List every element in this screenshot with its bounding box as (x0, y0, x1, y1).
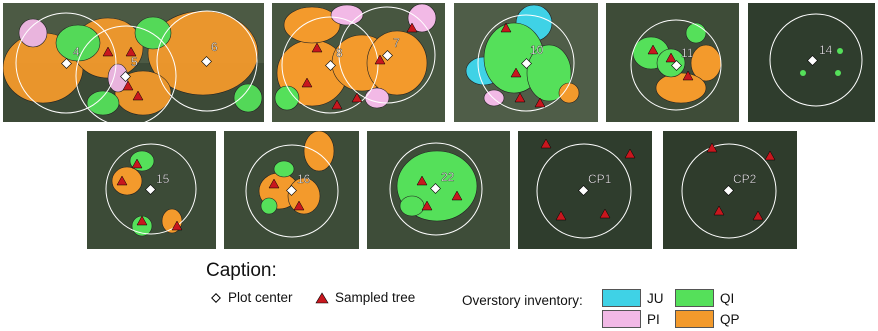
legend-sampled-tree-label: Sampled tree (335, 290, 416, 305)
panel-plot-22: 22 (367, 131, 510, 249)
diamond-icon (211, 292, 221, 303)
plot-label-15: 15 (156, 172, 170, 186)
species-qi-label: QI (720, 290, 735, 306)
plot-label-10: 10 (530, 43, 544, 57)
plot-label-4: 4 (73, 45, 80, 59)
swatch-pi (602, 310, 641, 328)
panel-plot-cp1: CP1 (518, 131, 652, 249)
legend-species-ju: JU (602, 289, 664, 307)
species-qp-label: QP (720, 311, 740, 327)
caption-title: Caption: (206, 260, 277, 281)
panel-plot-14: 14 (748, 3, 875, 122)
panel-plot-11: 11 (606, 3, 739, 122)
legend-species-pi: PI (602, 310, 660, 328)
plot-label-22: 22 (441, 170, 455, 184)
plot-label-cp1: CP1 (588, 172, 612, 186)
panel-plots-8-7: 8 7 (272, 3, 445, 122)
plot-label-6: 6 (211, 40, 218, 54)
legend-overstory-title: Overstory inventory: (462, 293, 583, 308)
legend-plot-center: Plot center (210, 290, 293, 305)
species-ju-label: JU (647, 290, 664, 306)
legend-species-qp: QP (675, 310, 740, 328)
swatch-qi (675, 289, 714, 307)
panel-plot-15: 15 (87, 131, 216, 249)
panel-plots-4-5-6: 4 5 6 (3, 3, 264, 122)
plot-label-7: 7 (393, 36, 400, 50)
swatch-ju (602, 289, 641, 307)
plot-label-8: 8 (336, 46, 343, 60)
triangle-icon (315, 291, 329, 303)
plot-label-14: 14 (819, 43, 833, 57)
plot-label-11: 11 (681, 46, 694, 60)
legend-sampled-tree: Sampled tree (315, 290, 415, 305)
plot-label-cp2: CP2 (733, 172, 757, 186)
plot-label-16: 16 (297, 172, 311, 186)
panel-plot-16: 16 (224, 131, 359, 249)
species-pi-label: PI (647, 311, 660, 327)
legend-species-qi: QI (675, 289, 734, 307)
plot-label-5: 5 (131, 55, 138, 69)
swatch-qp (675, 310, 714, 328)
legend-plot-center-label: Plot center (228, 290, 293, 305)
panel-plot-cp2: CP2 (663, 131, 797, 249)
legend-overstory-label: Overstory inventory: (462, 293, 583, 308)
panel-plot-10: 10 (454, 3, 598, 122)
